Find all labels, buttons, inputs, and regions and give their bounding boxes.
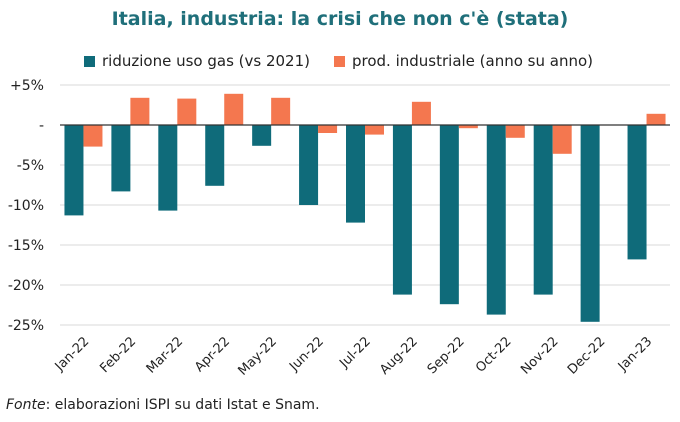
source-note: Fonte: elaborazioni ISPI su dati Istat e…	[6, 397, 320, 413]
bar-industry	[83, 125, 103, 147]
bar-gas	[346, 125, 365, 223]
y-tick-label: -5%	[17, 158, 44, 174]
x-tick-label: Jan-22	[52, 334, 93, 375]
bar-gas	[439, 125, 459, 305]
bar-gas	[111, 125, 131, 192]
y-tick-label: -20%	[8, 278, 44, 294]
bar-industry	[646, 113, 666, 125]
bar-gas	[580, 125, 600, 322]
x-tick-label: Mar-22	[144, 334, 186, 376]
bar-gas	[158, 125, 178, 211]
legend-label-industry: prod. industriale (anno su anno)	[352, 52, 594, 70]
y-tick-label: +5%	[10, 78, 44, 94]
bar-industry	[411, 101, 431, 125]
bar-industry	[458, 125, 478, 129]
legend-label-gas: riduzione uso gas (vs 2021)	[102, 52, 310, 70]
bar-chart: +5% - -5% -10% -15% -20% -25% Jan-22 Feb-22 Mar-2…	[8, 78, 670, 379]
y-tick-label: -	[39, 118, 44, 134]
x-tick-label: Feb-22	[97, 334, 139, 376]
x-tick-label: Nov-22	[518, 334, 561, 377]
bar-industry	[365, 125, 384, 135]
source-text: : elaborazioni ISPI su dati Istat e Snam…	[45, 397, 320, 413]
legend-item-gas: riduzione uso gas (vs 2021)	[84, 52, 310, 70]
bar-gas	[299, 125, 319, 205]
x-tick-label: Sep-22	[425, 334, 468, 377]
bar-industry	[177, 98, 197, 125]
bar-industry	[505, 125, 525, 138]
bar-industry	[271, 97, 291, 125]
bar-gas	[486, 125, 506, 315]
x-tick-label: Dec-22	[565, 334, 608, 377]
y-tick-label: -10%	[8, 198, 44, 214]
x-tick-label: Oct-22	[473, 334, 515, 376]
x-tick-label: May-22	[236, 334, 280, 378]
x-tick-label: Apr-22	[192, 334, 233, 375]
bar-gas	[205, 125, 225, 186]
chart-title: Italia, industria: la crisi che non c'è …	[111, 8, 569, 30]
bar-gas	[252, 125, 272, 146]
chart-legend: riduzione uso gas (vs 2021) prod. indust…	[84, 52, 617, 70]
y-tick-label: -25%	[8, 318, 44, 334]
x-tick-label: Aug-22	[377, 334, 421, 378]
bar-gas	[533, 125, 553, 295]
y-tick-label: -15%	[8, 238, 44, 254]
x-tick-label: Jun-22	[286, 334, 327, 375]
legend-swatch-gas	[84, 55, 95, 67]
legend-swatch-industry	[334, 55, 345, 67]
legend-item-industry: prod. industriale (anno su anno)	[334, 52, 593, 70]
bar-gas	[392, 125, 412, 295]
bar-industry	[552, 125, 572, 154]
bar-gas	[627, 125, 647, 260]
bar-gas	[64, 125, 84, 216]
x-tick-label: Jul-22	[336, 334, 373, 371]
bar-industry	[318, 125, 338, 133]
bar-industry	[130, 97, 150, 125]
source-label: Fonte	[6, 397, 46, 413]
bar-industry	[224, 93, 244, 125]
x-tick-label: Jan-23	[615, 334, 656, 375]
